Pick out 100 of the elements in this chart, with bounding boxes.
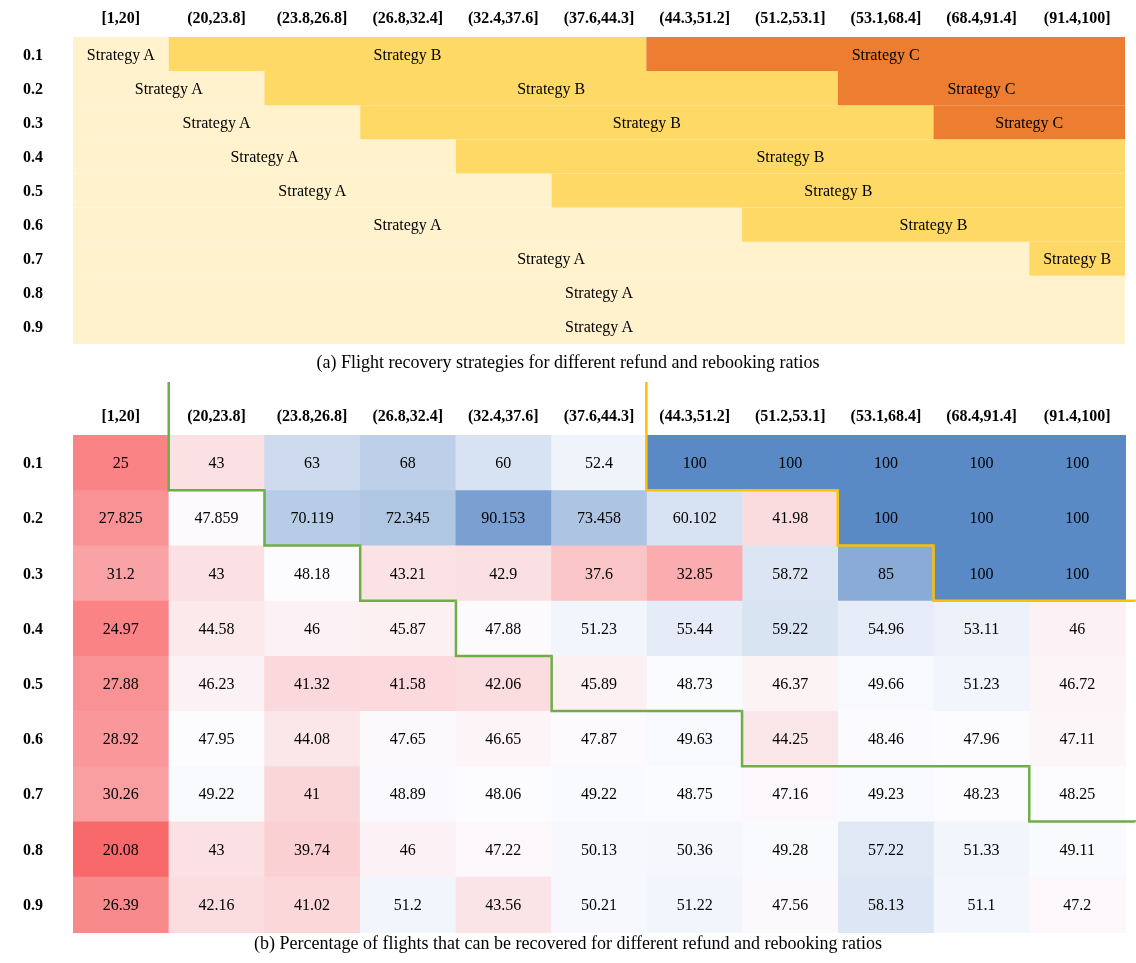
data-label: 47.22 <box>485 840 522 858</box>
data-label: 46 <box>304 619 321 637</box>
text: (51.2,53.1] <box>754 8 826 27</box>
data-label: 45.87 <box>389 619 426 637</box>
data-label: 46.37 <box>772 675 809 692</box>
text: Strategy B <box>1043 250 1112 268</box>
data-label: 43.21 <box>389 564 426 582</box>
x-tick-label: (20,23.8] <box>187 406 246 425</box>
text: Strategy B <box>756 147 825 165</box>
data-label: 43 <box>208 454 225 472</box>
data-label: 46 <box>1069 619 1086 637</box>
data-label: 50.13 <box>581 840 617 858</box>
text: Strategy B <box>804 182 873 199</box>
x-tick-label: [1,20] <box>101 406 141 424</box>
data-label: 48.23 <box>963 785 1000 803</box>
data-label: 43 <box>208 564 225 582</box>
series-label: Strategy B <box>373 45 442 64</box>
data-label: 46.65 <box>485 730 522 748</box>
data-label: 85 <box>877 564 894 582</box>
text: Strategy A <box>373 216 442 234</box>
text: Strategy C <box>995 113 1064 131</box>
y-tick-label: 0.2 <box>23 509 43 527</box>
data-label: 49.11 <box>1059 840 1095 858</box>
y-tick-label: 0.6 <box>23 730 43 748</box>
text: Strategy A <box>565 318 633 336</box>
data-label: 45.89 <box>581 675 617 692</box>
data-label: 52.4 <box>585 454 613 472</box>
data-label: 100 <box>873 454 898 472</box>
data-label: 72.345 <box>385 509 430 527</box>
x-tick-label: (68.4,91.4] <box>946 406 1017 425</box>
data-label: 41 <box>304 785 321 803</box>
data-label: 49.28 <box>772 840 809 858</box>
data-label: 30.26 <box>102 785 139 803</box>
data-label: 49.22 <box>581 785 617 803</box>
y-tick-label: 0.4 <box>23 147 43 165</box>
data-label: 42.16 <box>198 895 235 913</box>
text: Strategy B <box>612 113 681 131</box>
text: Strategy A <box>278 182 347 199</box>
data-label: 49.22 <box>198 785 235 803</box>
text: Strategy A <box>134 79 203 97</box>
data-label: 100 <box>969 509 994 527</box>
y-tick-label: 0.8 <box>23 840 43 858</box>
data-label: 100 <box>969 564 994 582</box>
text: (20,23.8] <box>187 8 246 27</box>
data-label: 41.98 <box>772 509 809 527</box>
data-label: 59.22 <box>772 619 809 637</box>
data-label: 32.85 <box>676 564 713 582</box>
data-label: 51.23 <box>581 619 617 637</box>
data-label: 25 <box>112 454 129 472</box>
data-label: 58.72 <box>772 564 809 582</box>
data-label: 48.73 <box>676 675 713 692</box>
data-label: 44.58 <box>198 619 235 637</box>
data-label: 41.58 <box>389 675 426 692</box>
data-label: 100 <box>1065 509 1090 527</box>
data-label: 28.92 <box>102 730 139 748</box>
data-label: 57.22 <box>867 840 904 858</box>
data-label: 47.16 <box>772 785 809 803</box>
data-label: 49.23 <box>867 785 904 803</box>
text: (68.4,91.4] <box>946 8 1017 27</box>
data-label: 48.06 <box>485 785 522 803</box>
data-label: 47.2 <box>1063 895 1092 913</box>
y-tick-label: 0.8 <box>23 284 43 302</box>
data-label: 47.859 <box>194 509 239 527</box>
data-label: 47.88 <box>485 619 522 637</box>
data-label: 100 <box>1065 564 1090 582</box>
data-label: 42.9 <box>489 564 518 582</box>
y-tick-label: 0.6 <box>23 216 43 234</box>
text: (23.8,26.8] <box>276 8 348 27</box>
data-label: 20.08 <box>102 840 139 858</box>
x-tick-label: (53.1,68.4] <box>850 406 922 425</box>
data-label: 44.08 <box>294 730 331 748</box>
text: (37.6,44.3] <box>563 8 635 27</box>
y-tick-label: 0.9 <box>23 318 43 336</box>
text: Strategy B <box>517 79 586 97</box>
y-tick-label: 0.5 <box>23 675 43 692</box>
data-label: 100 <box>778 454 803 472</box>
text: [1,20] <box>101 8 141 26</box>
data-label: 39.74 <box>294 840 331 858</box>
data-label: 100 <box>969 454 994 472</box>
y-tick-label: 0.3 <box>23 564 43 582</box>
data-label: 68 <box>399 454 416 472</box>
x-tick-label: (26.8,32.4] <box>372 406 444 425</box>
y-tick-label: 0.3 <box>23 113 43 131</box>
y-tick-label: 0.7 <box>23 785 43 803</box>
data-label: 31.2 <box>106 564 135 582</box>
series-label: Strategy A <box>86 45 156 64</box>
data-label: 48.46 <box>867 730 904 748</box>
data-label: 47.65 <box>389 730 426 748</box>
y-tick-label: 0.4 <box>23 619 43 637</box>
data-label: 73.458 <box>577 509 621 527</box>
x-tick-label: (37.6,44.3] <box>563 406 635 425</box>
text: (a) Flight recovery strategies for different refund and rebooking ratios <box>316 352 820 373</box>
text: Strategy A <box>517 250 586 268</box>
text: (b) Percentage of flights that can be recovered for different refund and rebooking ratios <box>254 933 882 954</box>
data-label: 46 <box>399 840 416 858</box>
data-label: 100 <box>873 509 898 527</box>
data-label: 51.1 <box>967 895 996 913</box>
data-label: 58.13 <box>867 895 904 913</box>
data-label: 53.11 <box>963 619 1000 637</box>
x-tick-label: (23.8,26.8] <box>276 406 348 425</box>
